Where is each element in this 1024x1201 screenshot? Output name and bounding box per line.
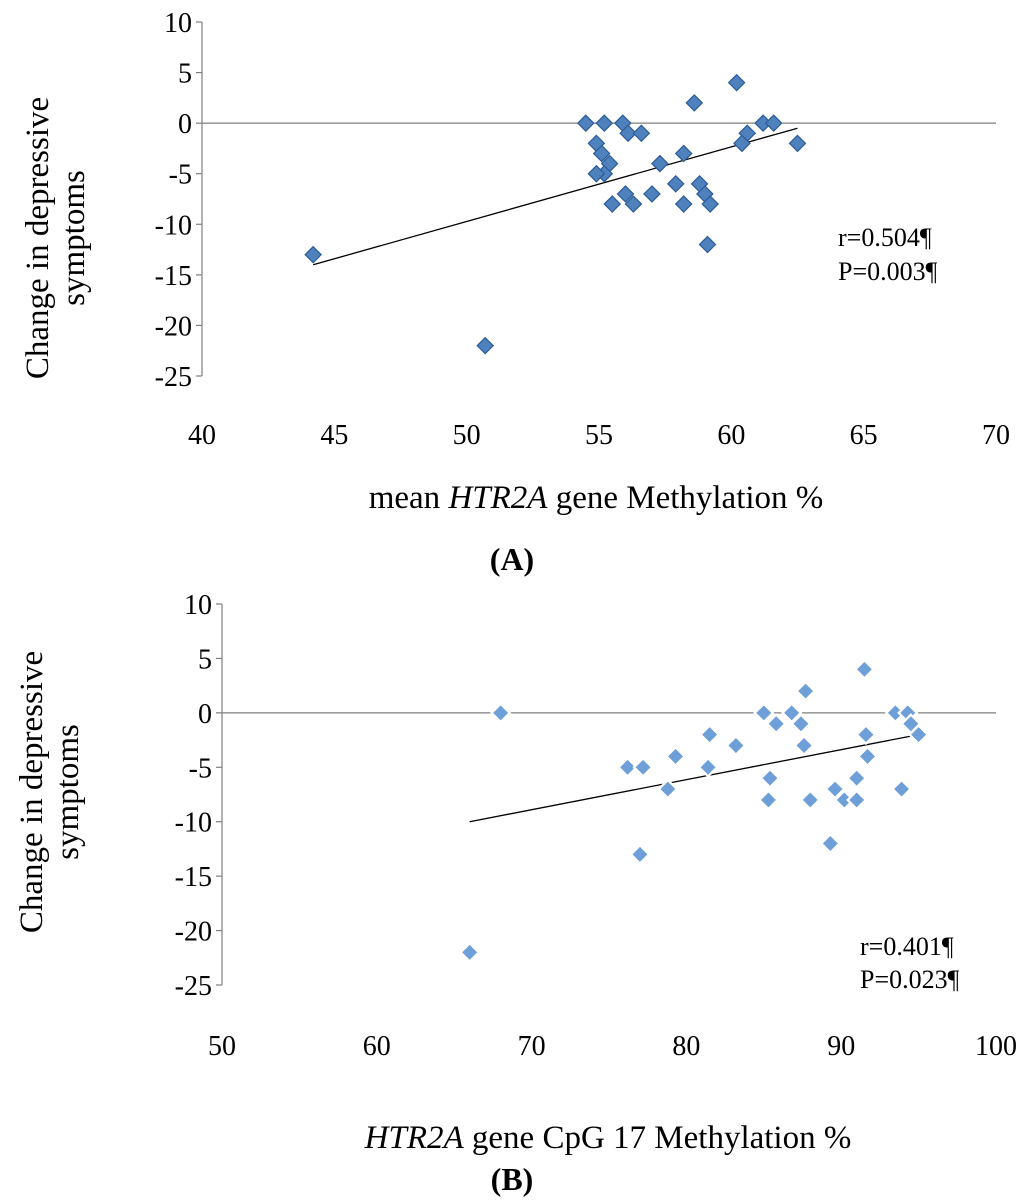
panel-a-data-point xyxy=(632,124,651,143)
panel-a-data-point xyxy=(603,195,622,213)
panel-b-data-point xyxy=(793,734,815,757)
panel-a-data-point xyxy=(698,235,717,254)
panel-a-y-tick-label: 0 xyxy=(178,109,192,140)
panel-b-stat-r: r=0.401¶ xyxy=(860,932,954,961)
panel-b-data-point xyxy=(632,756,654,778)
panel-a-stat-r: r=0.504¶ xyxy=(838,223,932,252)
panel-a-y-axis-title: Change in depressivesymptoms xyxy=(20,97,92,379)
panel-a-x-tick-label: 50 xyxy=(453,420,481,451)
panel-a-stat-p: P=0.003¶ xyxy=(838,257,938,286)
panel-a-y-tick-label: -25 xyxy=(155,362,192,393)
panel-b-y-tick-label: -20 xyxy=(175,917,212,948)
panel-a-y-tick-label: 10 xyxy=(164,8,192,39)
panel-b-y-tick-label: 0 xyxy=(198,699,212,730)
panel-a-data-point xyxy=(666,174,685,193)
panel-b-data-point xyxy=(459,941,481,963)
panel-b-y-tick-label: -10 xyxy=(175,808,212,839)
panel-a-data-point xyxy=(476,336,495,355)
panel-a-y-tick-label: -5 xyxy=(169,160,192,191)
panel-b-data-point xyxy=(781,702,803,724)
panel-b-trendline xyxy=(469,733,919,823)
panel-b-data-point xyxy=(856,745,879,767)
panel-b-data-point xyxy=(629,843,651,865)
panel-a-data-point xyxy=(624,195,643,213)
panel-b-x-tick-label: 70 xyxy=(518,1031,546,1062)
panel-a-data-point xyxy=(764,114,783,132)
panel-b-data-point xyxy=(819,832,841,855)
panel-b-data-point xyxy=(846,767,868,789)
panel-a-y-tick-label: -10 xyxy=(155,210,192,241)
panel-b-data-point xyxy=(757,789,779,811)
panel-a-data-point xyxy=(304,245,323,264)
panel-b-data-point xyxy=(699,724,721,746)
panel-b-data-point xyxy=(617,756,639,778)
panel-a-x-axis-title: mean HTR2A gene Methylation % xyxy=(369,480,824,516)
panel-b-data-point xyxy=(855,724,877,746)
panel-b-data-point xyxy=(908,724,930,746)
panel-a-x-tick-label: 45 xyxy=(320,420,348,451)
panel-b-data-point xyxy=(824,778,846,800)
panel-b-data-point xyxy=(759,767,781,789)
panel-b-data-point xyxy=(846,789,868,811)
panel-b-y-axis-title: Change in depressivesymptoms xyxy=(14,651,86,933)
panel-a-y-tick-label: 5 xyxy=(178,59,192,90)
panel-a-y-tick-label: -20 xyxy=(155,311,192,342)
panel-b-data-point xyxy=(891,778,913,800)
panel-a-data-point xyxy=(674,195,693,213)
panel-a-data-point xyxy=(587,164,606,183)
panel-a-data-point xyxy=(576,114,595,132)
panel-a-data-point xyxy=(788,134,807,153)
panel-b-data-point xyxy=(765,713,787,735)
panel-b-data-point xyxy=(725,734,747,757)
panel-a-data-point xyxy=(685,94,704,112)
panel-b-label: (B) xyxy=(491,1161,534,1197)
panel-b-y-tick-label: -5 xyxy=(189,753,212,784)
panel-a-data-point xyxy=(701,195,720,213)
panel-b-data-point xyxy=(795,680,817,702)
panel-b-data-point xyxy=(790,713,812,735)
panel-a-data-point xyxy=(733,134,751,153)
panel-b-y-tick-label: 10 xyxy=(184,590,212,621)
panel-a-data-point xyxy=(727,73,746,92)
panel-b-x-tick-label: 90 xyxy=(827,1031,855,1062)
panel-a-x-tick-label: 40 xyxy=(188,420,216,451)
panel-a-data-point xyxy=(616,185,635,203)
panel-b-x-tick-label: 80 xyxy=(672,1031,700,1062)
panel-a-data-point xyxy=(619,124,637,143)
panel-b-data-point xyxy=(697,756,719,778)
panel-b-data-point xyxy=(490,702,512,724)
panel-b-data-point xyxy=(799,789,821,811)
panel-a-trendline xyxy=(312,127,798,266)
panel-a-data-point xyxy=(674,144,693,163)
panel-a-data-point xyxy=(651,154,669,173)
panel-b-stat-p: P=0.023¶ xyxy=(860,965,960,994)
panel-b-x-tick-label: 50 xyxy=(208,1031,236,1062)
panel-b-x-tick-label: 100 xyxy=(975,1031,1017,1062)
panel-b-x-axis-title: HTR2A gene CpG 17 Methylation % xyxy=(364,1120,852,1156)
panel-b-y-tick-label: 5 xyxy=(198,644,212,675)
panel-b-x-tick-label: 60 xyxy=(363,1031,391,1062)
panel-a-data-point xyxy=(643,185,661,203)
panel-a-x-tick-label: 65 xyxy=(850,420,878,451)
panel-b-data-point xyxy=(657,778,679,800)
panel-a-label: (A) xyxy=(490,541,534,577)
panel-a-x-tick-label: 60 xyxy=(717,420,745,451)
panel-a-data-point xyxy=(592,144,611,163)
panel-b-data-point xyxy=(665,745,687,767)
panel-b-y-tick-label: -25 xyxy=(175,971,212,1002)
panel-a-x-tick-label: 70 xyxy=(982,420,1010,451)
panel-a-y-tick-label: -15 xyxy=(155,261,192,292)
panel-b-data-point xyxy=(753,702,775,724)
panel-b-data-point xyxy=(853,658,875,680)
panel-a-x-tick-label: 55 xyxy=(585,420,613,451)
panel-a-data-point xyxy=(595,114,614,132)
panel-b-y-tick-label: -15 xyxy=(175,862,212,893)
